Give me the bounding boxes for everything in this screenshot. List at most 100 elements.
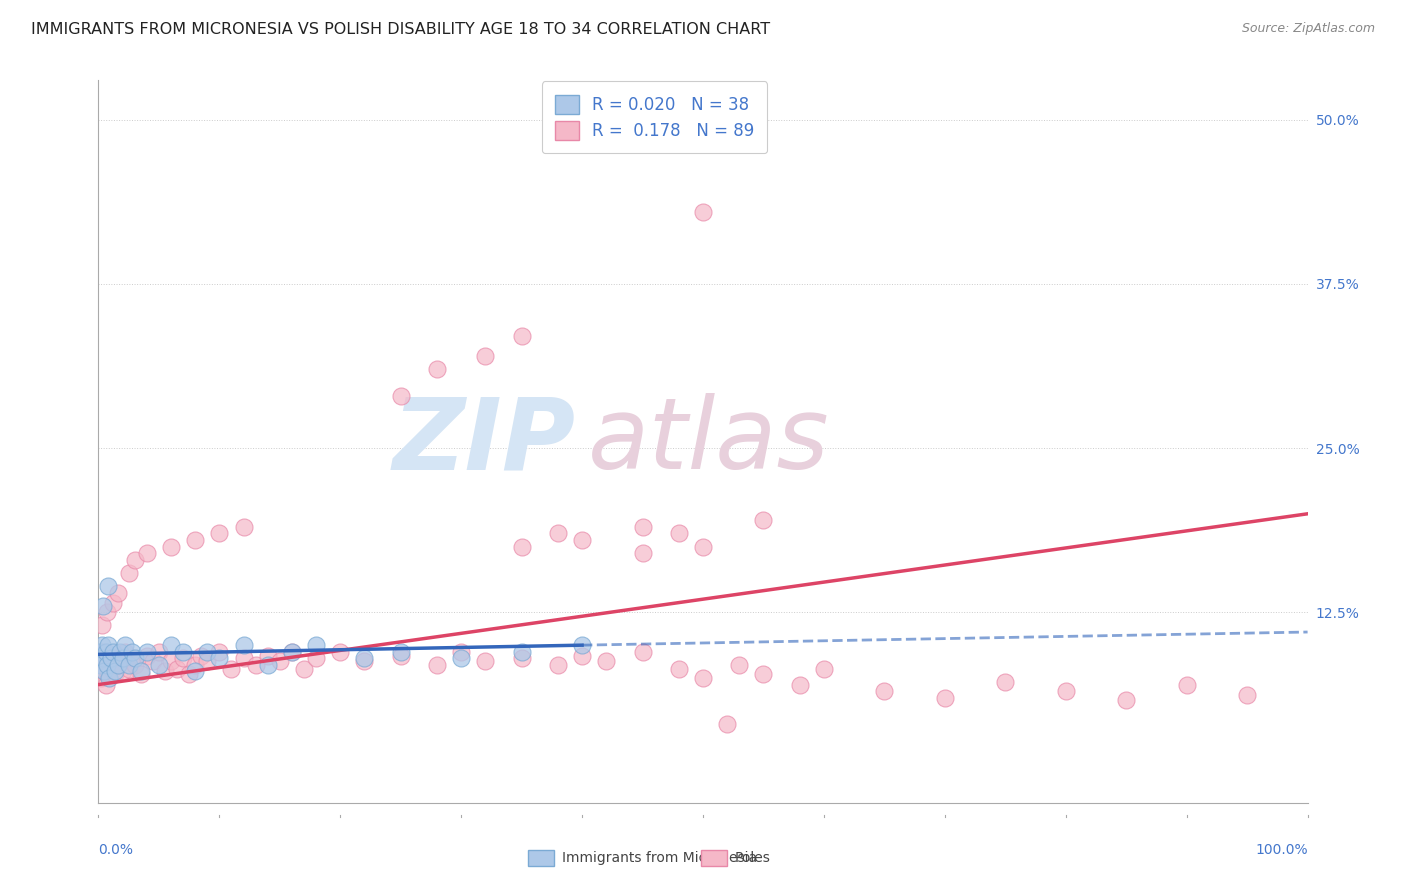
Point <box>571 533 593 547</box>
Point <box>1115 693 1137 707</box>
Point <box>232 520 254 534</box>
Point <box>91 665 114 679</box>
Point <box>353 651 375 665</box>
Point <box>166 662 188 676</box>
Point <box>93 665 115 679</box>
Point <box>728 657 751 672</box>
Point <box>160 654 183 668</box>
Point <box>101 645 124 659</box>
Point <box>97 638 120 652</box>
Point <box>305 638 328 652</box>
Point <box>389 645 412 659</box>
Point <box>547 526 569 541</box>
Point <box>100 662 122 676</box>
Point <box>474 349 496 363</box>
Point <box>111 665 134 679</box>
Point <box>190 648 212 663</box>
Point <box>752 513 775 527</box>
Point <box>184 533 207 547</box>
Point <box>114 645 136 659</box>
Point <box>389 648 412 663</box>
Point <box>329 645 352 659</box>
Point <box>111 651 134 665</box>
Point <box>195 654 218 668</box>
Point <box>450 651 472 665</box>
Point <box>631 546 654 560</box>
Point <box>121 651 143 665</box>
Point <box>107 585 129 599</box>
Point <box>221 662 243 676</box>
Point <box>269 654 291 668</box>
Bar <box>700 850 727 866</box>
Point <box>91 618 114 632</box>
Point <box>873 684 896 698</box>
Point <box>208 651 231 665</box>
Point <box>208 526 231 541</box>
Point <box>934 690 956 705</box>
Point <box>184 657 207 672</box>
Point <box>305 651 328 665</box>
Point <box>1175 677 1198 691</box>
Point <box>100 651 122 665</box>
Point <box>631 645 654 659</box>
Point <box>426 362 449 376</box>
Text: atlas: atlas <box>588 393 830 490</box>
Point <box>148 657 170 672</box>
Point <box>107 657 129 672</box>
Text: 100.0%: 100.0% <box>1256 843 1308 856</box>
Point <box>208 645 231 659</box>
Point <box>994 675 1017 690</box>
Point <box>135 648 157 663</box>
Point <box>595 654 617 668</box>
Point <box>256 648 278 663</box>
Point <box>571 648 593 663</box>
Point <box>90 657 112 672</box>
Point <box>172 651 194 665</box>
Point <box>124 657 146 672</box>
Point <box>450 645 472 659</box>
Point <box>91 599 114 613</box>
Text: IMMIGRANTS FROM MICRONESIA VS POLISH DISABILITY AGE 18 TO 34 CORRELATION CHART: IMMIGRANTS FROM MICRONESIA VS POLISH DIS… <box>31 22 770 37</box>
Point <box>716 717 738 731</box>
Point <box>232 638 254 652</box>
Point <box>89 654 111 668</box>
Point <box>97 579 120 593</box>
Text: ZIP: ZIP <box>394 393 576 490</box>
Point <box>510 651 533 665</box>
Text: 0.0%: 0.0% <box>98 843 134 856</box>
Point <box>172 645 194 659</box>
Point <box>153 665 176 679</box>
Text: Immigrants from Micronesia: Immigrants from Micronesia <box>561 852 756 865</box>
Point <box>104 665 127 679</box>
Point <box>89 645 111 659</box>
Point <box>135 645 157 659</box>
Point <box>124 651 146 665</box>
Point <box>90 671 112 685</box>
Point <box>94 677 117 691</box>
Point <box>160 638 183 652</box>
Point <box>160 540 183 554</box>
Point <box>668 526 690 541</box>
Point <box>256 657 278 672</box>
Point <box>692 540 714 554</box>
Point <box>96 654 118 668</box>
Point <box>232 651 254 665</box>
Point <box>107 657 129 672</box>
Point <box>692 671 714 685</box>
Point <box>91 651 114 665</box>
Point <box>94 645 117 659</box>
Point <box>245 657 267 672</box>
Point <box>547 657 569 672</box>
Point <box>108 648 131 663</box>
Point <box>121 645 143 659</box>
Point <box>353 654 375 668</box>
Point <box>1054 684 1077 698</box>
Point <box>129 667 152 681</box>
Point <box>142 654 165 668</box>
Point <box>510 645 533 659</box>
Point <box>692 204 714 219</box>
Point <box>129 665 152 679</box>
Point <box>179 667 201 681</box>
Point <box>474 654 496 668</box>
Point <box>281 645 304 659</box>
